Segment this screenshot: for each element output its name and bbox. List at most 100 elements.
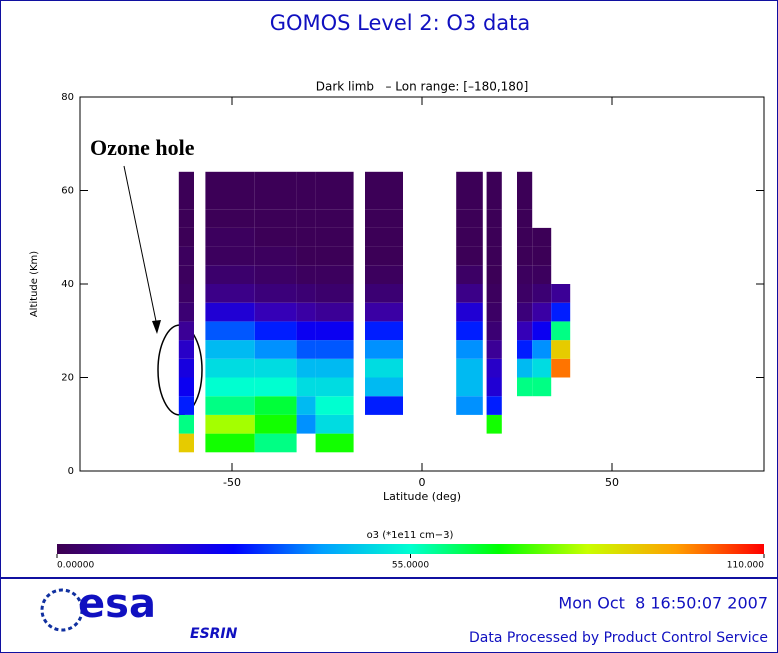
heat-cell: [456, 321, 483, 341]
y-tick-label: 40: [61, 279, 74, 290]
heat-cell: [365, 284, 403, 303]
colorbar-tick-label: 55.0000: [392, 561, 429, 571]
heat-cell: [315, 414, 354, 434]
heat-cell: [254, 414, 297, 434]
heat-cell: [254, 284, 297, 303]
heat-cell: [296, 227, 316, 247]
heat-cell: [532, 265, 552, 284]
heat-cell: [315, 246, 354, 266]
heat-cell: [517, 340, 533, 359]
heat-cell: [486, 209, 502, 228]
heat-cell: [205, 171, 255, 191]
heat-cell: [551, 284, 571, 303]
heat-cell: [456, 340, 483, 359]
heat-cell: [517, 302, 533, 322]
arrow: [123, 165, 158, 327]
heat-cell: [205, 358, 255, 378]
heat-cell: [254, 321, 297, 341]
heat-cell: [296, 190, 316, 210]
heat-cell: [205, 302, 255, 322]
heat-cell: [315, 227, 354, 247]
heat-cell: [517, 284, 533, 303]
heat-cell: [532, 340, 552, 359]
heat-cell: [205, 396, 255, 415]
heat-cell: [205, 246, 255, 266]
chart-title: GOMOS Level 2: O3 data: [270, 11, 531, 35]
heat-cell: [456, 377, 483, 397]
heat-cell: [551, 340, 571, 359]
heat-cell: [178, 265, 194, 284]
heat-cell: [315, 190, 354, 210]
heat-cell: [178, 227, 194, 247]
heat-cell: [517, 321, 533, 341]
heat-cell: [532, 246, 552, 266]
heat-cell: [254, 209, 297, 228]
heat-cell: [296, 321, 316, 341]
heat-cell: [178, 246, 194, 266]
heat-cell: [532, 321, 552, 341]
heat-cell: [254, 190, 297, 210]
heat-cell: [551, 358, 571, 378]
heat-cell: [296, 414, 316, 434]
heat-cell: [486, 246, 502, 266]
heat-cell: [315, 302, 354, 322]
heat-cell: [296, 396, 316, 415]
heat-cell: [254, 396, 297, 415]
heat-cell: [205, 377, 255, 397]
heat-cell: [365, 265, 403, 284]
heat-cell: [456, 302, 483, 322]
heat-cell: [315, 433, 354, 453]
heat-cell: [456, 190, 483, 210]
heat-cell: [365, 171, 403, 191]
heat-cell: [254, 265, 297, 284]
heat-cell: [315, 171, 354, 191]
y-tick-label: 20: [61, 373, 74, 384]
heat-cell: [254, 358, 297, 378]
heat-cell: [486, 396, 502, 415]
heat-cell: [315, 377, 354, 397]
heat-cell: [517, 209, 533, 228]
heat-cell: [296, 265, 316, 284]
heat-cell: [456, 358, 483, 378]
heat-cell: [365, 302, 403, 322]
credit: Data Processed by Product Control Servic…: [469, 630, 768, 646]
heat-cell: [205, 190, 255, 210]
heat-cell: [296, 302, 316, 322]
heat-cell: [365, 190, 403, 210]
heat-cell: [178, 340, 194, 359]
heat-cell: [178, 321, 194, 341]
heat-cell: [486, 414, 502, 434]
y-axis-label: Altitude (Km): [29, 251, 40, 317]
heat-cell: [532, 302, 552, 322]
heat-cell: [315, 340, 354, 359]
heat-cell: [296, 340, 316, 359]
heat-cell: [486, 321, 502, 341]
y-tick-label: 80: [61, 92, 74, 103]
esa-logo: esa ESRIN: [40, 581, 238, 642]
heat-cell: [296, 171, 316, 191]
heat-cell: [178, 433, 194, 453]
heat-cell: [517, 190, 533, 210]
heat-cell: [205, 265, 255, 284]
heat-cell: [456, 284, 483, 303]
heat-cell: [456, 209, 483, 228]
heat-cell: [254, 377, 297, 397]
heat-cell: [486, 227, 502, 247]
heat-cell: [178, 302, 194, 322]
heat-cell: [296, 284, 316, 303]
heat-cell: [551, 321, 571, 341]
y-tick-label: 60: [61, 186, 74, 197]
colorbar-tick-label: 0.00000: [57, 561, 94, 571]
heat-cell: [205, 209, 255, 228]
heat-cell: [365, 227, 403, 247]
heat-cell: [178, 396, 194, 415]
heat-cell: [517, 265, 533, 284]
heat-cell: [178, 190, 194, 210]
annotation: Ozone hole: [90, 135, 195, 160]
heat-cell: [532, 284, 552, 303]
logo-globe: [40, 588, 84, 632]
heat-cell: [178, 358, 194, 378]
heat-cell: [205, 227, 255, 247]
heat-cell: [315, 321, 354, 341]
heat-cell: [532, 377, 552, 397]
